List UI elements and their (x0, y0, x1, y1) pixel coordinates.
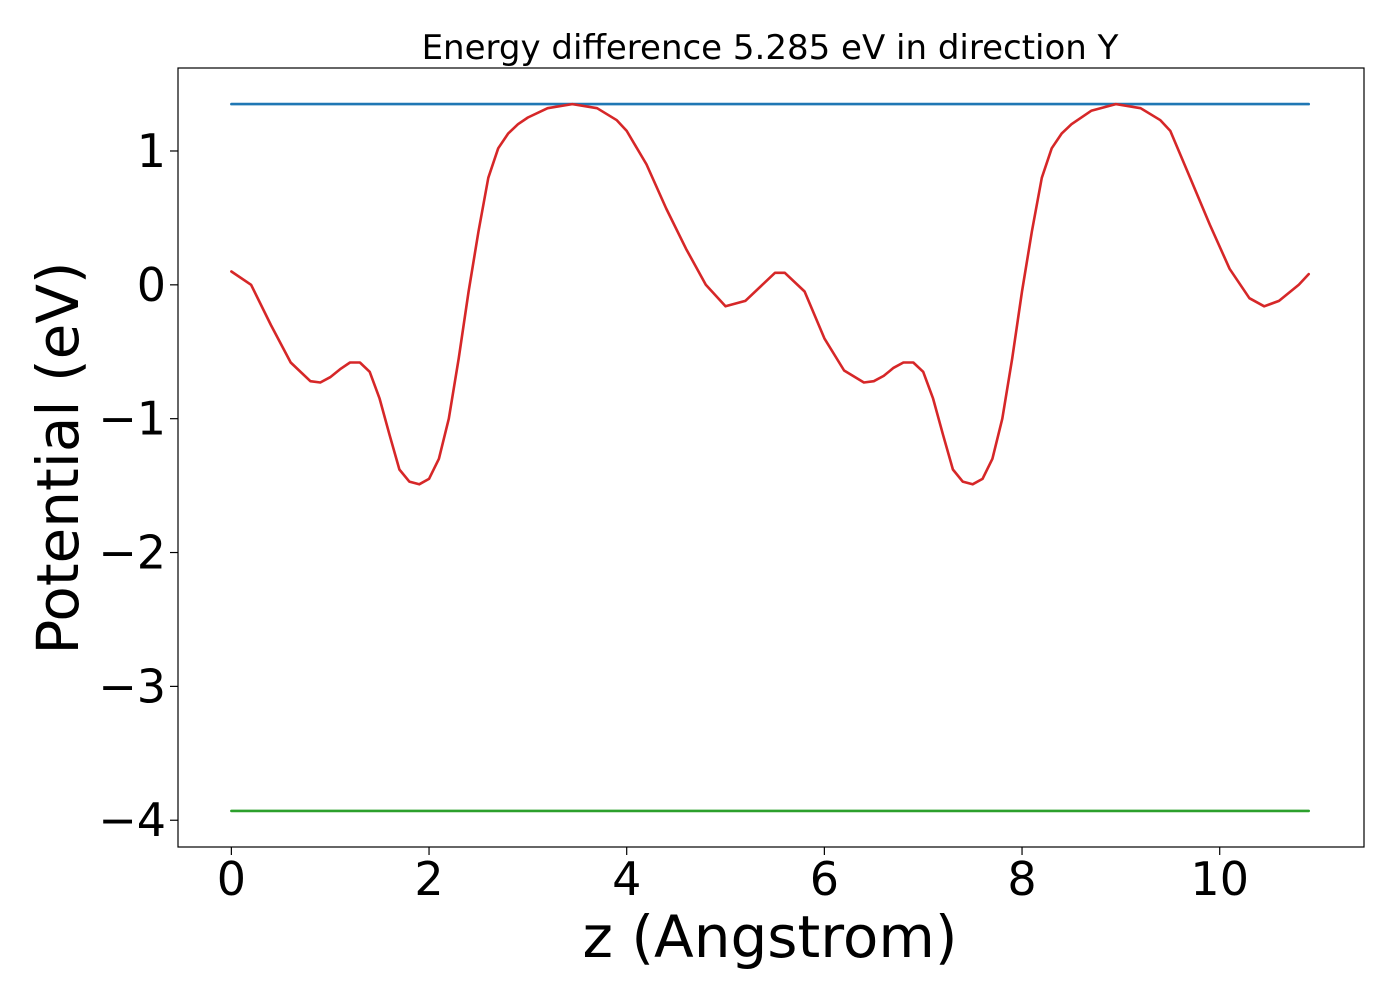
x-axis-label: z (Angstrom) (583, 903, 958, 971)
y-axis: 1 0 −1 −2 −3 −4 (98, 124, 178, 847)
x-tick-label: 0 (217, 852, 246, 906)
x-tick-label: 4 (612, 852, 641, 906)
x-axis: 0 2 4 6 8 10 (217, 847, 1249, 906)
y-tick-label: −2 (98, 526, 166, 580)
y-tick-label: −4 (98, 793, 166, 847)
x-tick-label: 6 (810, 852, 839, 906)
series-layer (230, 102, 1310, 813)
x-tick-label: 2 (414, 852, 443, 906)
plot-frame (177, 67, 1365, 848)
chart-title: Energy difference 5.285 eV in direction … (422, 28, 1119, 68)
x-tick-label: 8 (1007, 852, 1036, 906)
x-tick-label: 10 (1190, 852, 1249, 906)
y-tick-label: −3 (98, 659, 166, 713)
y-tick-label: −1 (98, 392, 166, 446)
y-tick-label: 0 (137, 258, 166, 312)
y-tick-label: 1 (137, 124, 166, 178)
series-line-1 (230, 102, 1310, 486)
y-axis-label: Potential (eV) (24, 261, 92, 654)
